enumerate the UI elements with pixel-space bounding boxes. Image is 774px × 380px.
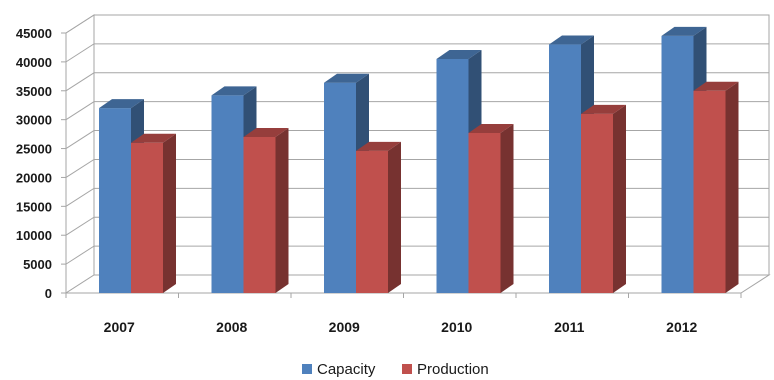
- y-tick-label: 10000: [16, 228, 52, 243]
- bar-front: [661, 35, 694, 294]
- x-tick-label: 2010: [441, 319, 472, 335]
- bar-top: [436, 50, 482, 59]
- x-tick-label: 2011: [554, 319, 585, 335]
- legend: Capacity Production: [302, 361, 489, 378]
- legend-label-capacity: Capacity: [317, 361, 376, 378]
- bar-front: [324, 82, 356, 293]
- legend-label-production: Production: [417, 361, 489, 378]
- bar-production-2011: [581, 104, 626, 293]
- bar-top: [581, 104, 626, 114]
- bar-top: [99, 99, 144, 109]
- y-tick-label: 20000: [16, 170, 52, 185]
- legend-swatch-capacity: [302, 364, 312, 374]
- y-tick-label: 15000: [16, 199, 52, 214]
- gridline: [65, 245, 769, 265]
- bar-production-2008: [243, 128, 289, 293]
- x-tick-label: 2007: [104, 319, 135, 335]
- bar-front: [99, 108, 131, 293]
- gridline: [65, 43, 769, 63]
- bar-top: [549, 35, 594, 45]
- y-tick-label: 40000: [16, 55, 52, 70]
- bar-front: [468, 132, 501, 293]
- bar-front: [581, 113, 613, 293]
- bar-production-2007: [131, 133, 176, 293]
- bar-side: [613, 104, 626, 293]
- bar-top: [131, 133, 176, 143]
- bar-side: [163, 133, 176, 293]
- x-tick-label: 2008: [216, 319, 247, 335]
- bar-top: [661, 26, 707, 36]
- bar-production-2010: [468, 123, 514, 293]
- y-tick-label: 35000: [16, 84, 52, 99]
- side-wall: [65, 14, 95, 294]
- bar-top: [211, 86, 257, 96]
- y-tick-label: 0: [45, 286, 52, 301]
- bar-production-2012: [693, 81, 739, 294]
- y-axis-ticks: 0 5000 10000 15000 20000 25000 30000 35000 40000…: [16, 26, 67, 301]
- bar-top: [356, 141, 401, 151]
- bars: [99, 26, 739, 294]
- gridline: [65, 14, 769, 34]
- gridline: [65, 130, 769, 149]
- gridline: [65, 158, 769, 178]
- legend-swatch-production: [402, 364, 412, 374]
- bar-side: [725, 81, 739, 294]
- bar-side: [388, 141, 401, 293]
- gridlines: [65, 14, 769, 265]
- bar-side: [275, 128, 289, 293]
- bar-top: [693, 81, 739, 91]
- y-tick-label: 5000: [23, 257, 52, 272]
- bar-top: [468, 123, 514, 133]
- y-tick-label: 25000: [16, 142, 52, 157]
- x-axis-ticks: 2007 2008 2009 2010 2011 2012: [65, 293, 742, 335]
- x-tick-label: 2012: [666, 319, 697, 335]
- bar-production-2009: [356, 141, 401, 293]
- bar-side: [500, 123, 514, 293]
- gridline: [65, 187, 769, 207]
- bar-front: [693, 90, 726, 294]
- bar-top: [243, 128, 289, 137]
- bar-front: [131, 142, 163, 293]
- bar-front: [356, 150, 388, 293]
- y-tick-label: 45000: [16, 26, 52, 41]
- gridline: [65, 72, 769, 92]
- x-tick-label: 2009: [329, 319, 360, 335]
- bar-front: [211, 95, 244, 294]
- y-tick-label: 30000: [16, 113, 52, 128]
- bar-front: [436, 59, 469, 293]
- gridline: [65, 216, 769, 236]
- bar-top: [324, 73, 369, 83]
- bar-front: [243, 137, 276, 293]
- bar-front: [549, 44, 581, 293]
- gridline: [65, 101, 769, 121]
